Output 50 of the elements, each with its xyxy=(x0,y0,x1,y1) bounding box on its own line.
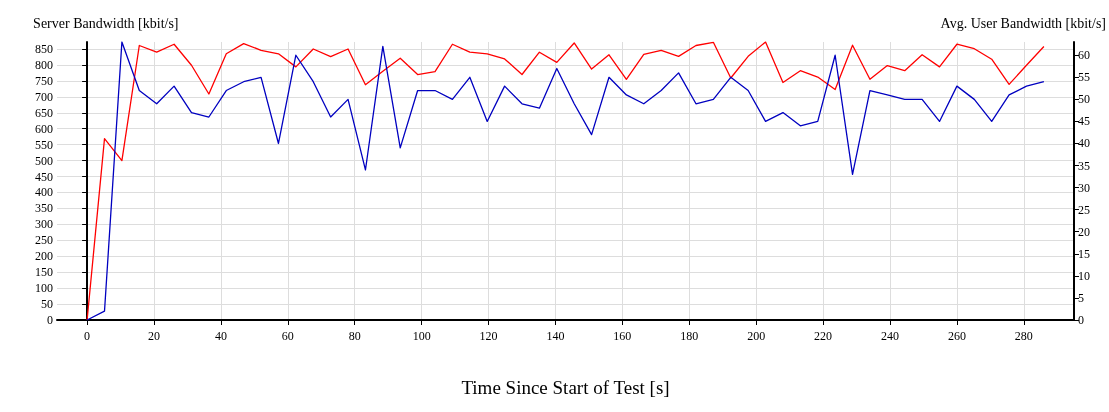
y-tick-label: 700 xyxy=(35,89,53,104)
y2-tick-label: 60 xyxy=(1078,48,1090,63)
y2-tick-label: 5 xyxy=(1078,290,1084,305)
y2-tick-label: 15 xyxy=(1078,246,1090,261)
y-tick-label: 650 xyxy=(35,105,53,120)
y-axis-title: Server Bandwidth [kbit/s] xyxy=(33,15,179,31)
x-tick-label: 140 xyxy=(546,329,565,343)
x-tick-label: 60 xyxy=(281,329,294,343)
y-tick-label: 600 xyxy=(35,121,53,136)
x-tick-label: 280 xyxy=(1014,329,1033,343)
x-tick-label: 100 xyxy=(412,329,431,343)
x-tick-label: 180 xyxy=(680,329,699,343)
x-tick-label: 0 xyxy=(84,329,91,343)
x-tick-label: 20 xyxy=(148,329,161,343)
y-tick-label: 200 xyxy=(35,249,53,264)
y2-tick-label: 0 xyxy=(1078,313,1084,327)
x-tick-label: 240 xyxy=(881,329,899,343)
x-tick-label: 260 xyxy=(947,329,966,343)
y-tick-label: 300 xyxy=(35,217,53,232)
x-tick-label: 120 xyxy=(479,329,498,343)
x-tick-label: 200 xyxy=(747,329,766,343)
y-tick-label: 550 xyxy=(35,137,53,152)
y2-tick-label: 50 xyxy=(1078,92,1090,107)
y-tick-label: 850 xyxy=(35,42,53,57)
y2-tick-label: 20 xyxy=(1078,224,1090,239)
x-tick-label: 160 xyxy=(613,329,632,343)
y-tick-label: 800 xyxy=(35,57,53,72)
line-series xyxy=(86,41,1045,321)
x-axis-title: Time Since Start of Test [s] xyxy=(461,377,670,398)
y2-tick-label: 40 xyxy=(1078,136,1090,151)
x-tick-label: 80 xyxy=(348,329,361,343)
y-tick-label: 450 xyxy=(35,169,53,184)
y-tick-label: 750 xyxy=(35,73,53,88)
x-tick-label: 40 xyxy=(214,329,227,343)
y-tick-label: 150 xyxy=(35,265,53,280)
y-tick-label: 0 xyxy=(47,313,53,327)
y-tick-label: 100 xyxy=(35,281,53,296)
y2-tick-label: 25 xyxy=(1078,202,1090,217)
y-tick-label: 350 xyxy=(35,201,53,216)
y2-tick-label: 55 xyxy=(1078,70,1090,85)
y-tick-label: 50 xyxy=(41,297,53,312)
y2-tick-label: 35 xyxy=(1078,158,1090,173)
y-tick-label: 250 xyxy=(35,233,53,248)
y2-tick-label: 45 xyxy=(1078,114,1090,129)
y-tick-label: 500 xyxy=(35,153,53,168)
x-tick-label: 220 xyxy=(814,329,833,343)
y2-tick-label: 10 xyxy=(1078,268,1090,283)
y2-axis-title: Avg. User Bandwidth [kbit/s] xyxy=(940,15,1106,31)
y-tick-label: 400 xyxy=(35,185,53,200)
y2-tick-label: 30 xyxy=(1078,180,1090,195)
